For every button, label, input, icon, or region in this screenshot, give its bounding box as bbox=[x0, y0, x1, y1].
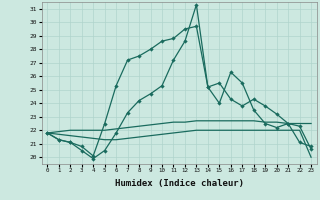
X-axis label: Humidex (Indice chaleur): Humidex (Indice chaleur) bbox=[115, 179, 244, 188]
